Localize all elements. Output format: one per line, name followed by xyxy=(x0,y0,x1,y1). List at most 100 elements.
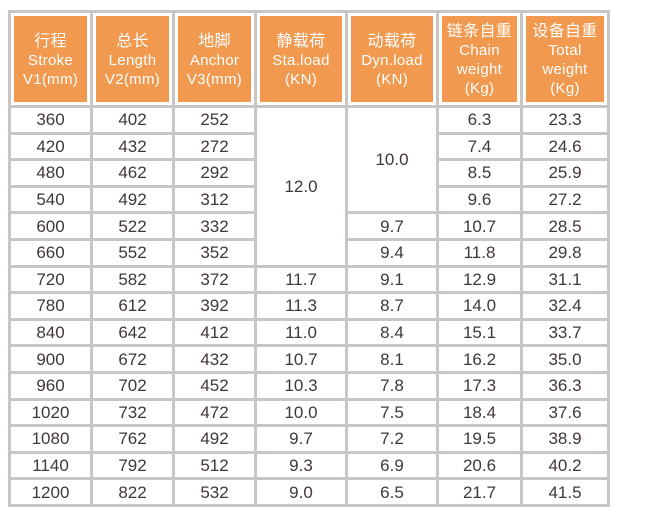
table-cell: 552 xyxy=(90,237,175,268)
table-cell: 492 xyxy=(172,424,257,454)
column-header-line: 动载荷 xyxy=(367,32,417,50)
table-cell: 1020 xyxy=(8,397,93,428)
table-row: 900 672 432 10.7 8.1 16.2 35.0 xyxy=(8,344,610,374)
column-header-length: 总长 Length V2(mm) xyxy=(90,10,175,108)
column-header-line: V2(mm) xyxy=(104,70,161,88)
table-cell: 292 xyxy=(172,158,257,188)
table-row: 960 702 452 10.3 7.8 17.3 36.3 xyxy=(8,370,610,401)
table-row: 720 582 372 11.7 9.1 12.9 31.1 xyxy=(8,264,610,295)
table-row: 660 552 352 9.4 11.8 29.8 xyxy=(8,237,610,268)
column-header-static-load: 静载荷 Sta.load (KN) xyxy=(254,10,348,108)
table-cell: 1080 xyxy=(8,424,93,454)
table-cell: 472 xyxy=(172,397,257,428)
header-row: 行程 Stroke V1(mm) 总长 Length V2(mm) 地脚 Anchor V3(m… xyxy=(8,10,610,108)
table-cell: 432 xyxy=(172,344,257,374)
table-cell: 9.6 xyxy=(436,184,523,215)
table-cell: 24.6 xyxy=(520,131,610,162)
table-cell: 9.0 xyxy=(254,477,348,507)
table-cell: 10.0 xyxy=(254,397,348,428)
table-cell: 960 xyxy=(8,370,93,401)
table-cell: 6.3 xyxy=(436,105,523,135)
table-cell: 33.7 xyxy=(520,317,610,348)
table-cell: 8.4 xyxy=(345,317,439,348)
table-cell: 12.0 xyxy=(254,105,348,268)
table-cell: 10.7 xyxy=(254,344,348,374)
table-row: 360 402 252 12.0 10.0 6.3 23.3 xyxy=(8,104,610,268)
table-cell: 16.2 xyxy=(436,344,523,374)
column-header-line: 行程 xyxy=(34,32,67,50)
table-cell: 332 xyxy=(172,211,257,241)
table-cell: 41.5 xyxy=(520,477,610,507)
table-cell: 512 xyxy=(172,450,257,481)
table-cell: 532 xyxy=(172,477,257,507)
table-cell: 37.6 xyxy=(520,397,610,428)
column-header-line: 链条自重 xyxy=(446,23,513,40)
table-cell: 10.0 xyxy=(345,104,439,215)
table-cell: 462 xyxy=(90,158,175,188)
column-header-line: Total xyxy=(548,42,582,59)
table-cell: 7.2 xyxy=(345,424,439,454)
table-cell: 312 xyxy=(172,184,257,215)
table-cell: 9.7 xyxy=(345,211,439,241)
column-header-line: (KN) xyxy=(284,70,318,88)
table-cell: 660 xyxy=(8,237,93,268)
table-cell: 10.7 xyxy=(436,211,523,241)
table-cell: 900 xyxy=(8,344,93,374)
column-header-line: Length xyxy=(108,51,157,69)
table-cell: 8.1 xyxy=(345,344,439,374)
table-cell: 8.7 xyxy=(345,291,439,321)
table-cell: 7.8 xyxy=(345,370,439,401)
table-cell: 21.7 xyxy=(436,477,523,507)
table-cell: 23.3 xyxy=(520,105,610,135)
table-row: 480 462 292 8.5 25.9 xyxy=(8,158,610,188)
table-row: 1140 792 512 9.3 6.9 20.6 40.2 xyxy=(8,450,610,481)
table-cell: 11.3 xyxy=(254,291,348,321)
column-header-total-weight: 设备自重 Total weight (Kg) xyxy=(520,10,610,108)
table-cell: 642 xyxy=(90,317,175,348)
column-header-line: Anchor xyxy=(189,51,240,69)
table-row: 840 642 412 11.0 8.4 15.1 33.7 xyxy=(8,317,610,348)
table-cell: 9.7 xyxy=(254,424,348,454)
table-row: 540 492 312 9.6 27.2 xyxy=(8,184,610,215)
table-cell: 27.2 xyxy=(520,184,610,215)
table-cell: 600 xyxy=(8,211,93,241)
table-cell: 14.0 xyxy=(436,291,523,321)
column-header-line: V1(mm) xyxy=(22,70,79,88)
table-cell: 7.5 xyxy=(345,397,439,428)
table-cell: 452 xyxy=(172,370,257,401)
table-cell: 9.1 xyxy=(345,264,439,295)
table-cell: 9.3 xyxy=(254,450,348,481)
table-cell: 20.6 xyxy=(436,450,523,481)
table-cell: 762 xyxy=(90,424,175,454)
table-cell: 432 xyxy=(90,131,175,162)
table-cell: 9.4 xyxy=(345,237,439,268)
column-header-line: V3(mm) xyxy=(186,70,243,88)
column-header-line: Chain xyxy=(459,42,500,59)
table-row: 1080 762 492 9.7 7.2 19.5 38.9 xyxy=(8,424,610,454)
table-cell: 480 xyxy=(8,158,93,188)
table-cell: 352 xyxy=(172,237,257,268)
table-cell: 720 xyxy=(8,264,93,295)
table-cell: 822 xyxy=(90,477,175,507)
table-cell: 40.2 xyxy=(520,450,610,481)
table-cell: 32.4 xyxy=(520,291,610,321)
table-cell: 38.9 xyxy=(520,424,610,454)
column-header-line: Dyn.load xyxy=(361,51,423,69)
table-cell: 372 xyxy=(172,264,257,295)
column-header-line: (Kg) xyxy=(464,80,495,97)
table-cell: 402 xyxy=(90,105,175,135)
table-cell: 792 xyxy=(90,450,175,481)
column-header-line: 地脚 xyxy=(198,32,231,50)
table-body: 360 402 252 12.0 10.0 6.3 23.3 420 432 272 7.4 24.6… xyxy=(8,104,610,507)
column-header-line: Stroke xyxy=(27,51,74,69)
column-header-line: 静载荷 xyxy=(276,32,326,50)
table-cell: 780 xyxy=(8,291,93,321)
table-cell: 612 xyxy=(90,291,175,321)
table-row: 420 432 272 7.4 24.6 xyxy=(8,131,610,162)
table-row: 1200 822 532 9.0 6.5 21.7 41.5 xyxy=(8,477,610,507)
table-cell: 392 xyxy=(172,291,257,321)
table-cell: 11.8 xyxy=(436,237,523,268)
table-cell: 582 xyxy=(90,264,175,295)
table-cell: 17.3 xyxy=(436,370,523,401)
